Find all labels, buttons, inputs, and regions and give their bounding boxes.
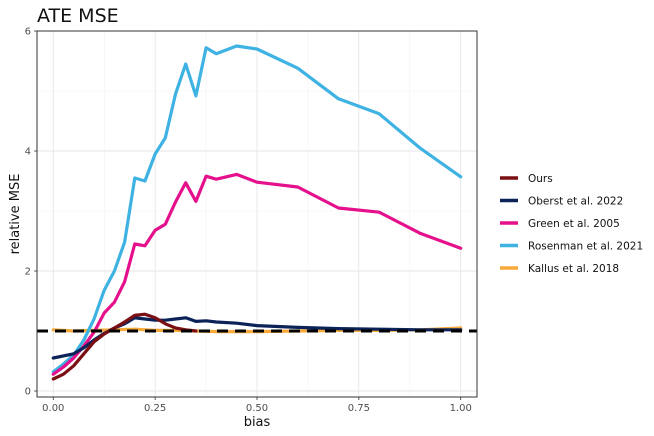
y-axis-title: relative MSE: [8, 174, 23, 255]
x-tick-label: 0.50: [246, 403, 268, 414]
legend-label-kallus-et-al-2018: Kallus et al. 2018: [528, 263, 619, 275]
legend-label-rosenman-et-al-2021: Rosenman et al. 2021: [528, 240, 643, 252]
legend-label-ours: Ours: [528, 173, 553, 185]
x-axis-title: bias: [244, 415, 271, 430]
x-tick-label: 0.25: [144, 403, 166, 414]
x-tick-label: 1.00: [450, 403, 472, 414]
y-tick-label: 4: [25, 147, 31, 158]
legend-label-oberst-et-al-2022: Oberst et al. 2022: [528, 195, 623, 207]
series-line-ours: [51, 312, 198, 381]
chart-title: ATE MSE: [37, 5, 119, 27]
series-line-rosenman-et-al-2021: [51, 44, 463, 374]
x-tick-label: 0.00: [42, 403, 64, 414]
series-line-green-et-al-2005: [51, 172, 463, 376]
y-tick-label: 2: [25, 267, 31, 278]
y-axis-ticks: 0 2 4 6: [25, 27, 37, 398]
legend: Ours Oberst et al. 2022 Green et al. 2005 R…: [500, 173, 643, 275]
y-tick-label: 0: [25, 387, 31, 398]
x-axis-ticks: 0.00 0.25 0.50 0.75 1.00: [42, 397, 472, 414]
legend-label-green-et-al-2005: Green et al. 2005: [528, 218, 620, 230]
series-layer: [51, 44, 463, 381]
grid-lines: [37, 30, 477, 397]
y-tick-label: 6: [25, 27, 31, 38]
x-tick-label: 0.75: [348, 403, 370, 414]
